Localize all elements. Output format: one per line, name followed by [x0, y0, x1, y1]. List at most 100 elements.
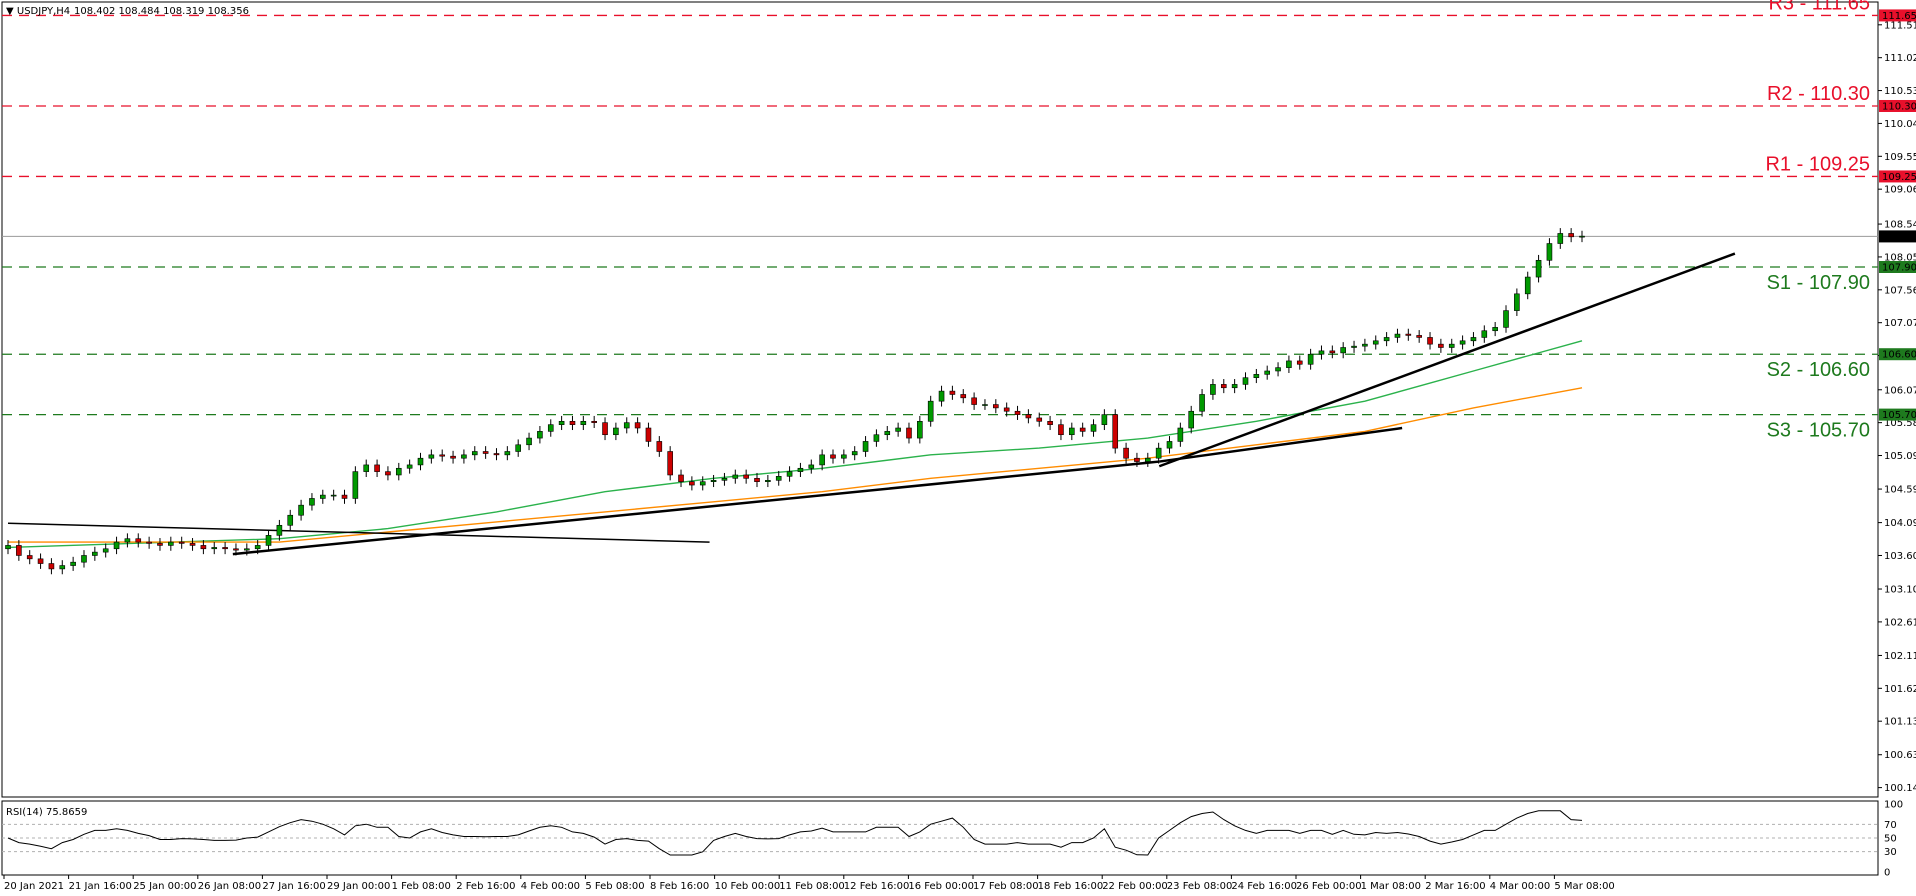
- price-tick-label: 107.070: [1884, 318, 1916, 329]
- candle-bear: [26, 555, 33, 560]
- candle: [743, 469, 749, 484]
- trendline-descending: [7, 522, 710, 543]
- price-tick-label: 103.100: [1884, 585, 1916, 596]
- candle: [59, 560, 66, 575]
- candle-bull: [732, 474, 739, 479]
- candle-bull: [547, 424, 554, 432]
- candle: [1307, 348, 1314, 370]
- candle-bull: [1503, 310, 1509, 328]
- time-tick-label: 26 Feb 00:00: [1296, 881, 1362, 892]
- candle-bear: [1438, 343, 1444, 348]
- candle-bull: [1492, 327, 1498, 332]
- candle: [265, 529, 272, 551]
- candle-bull: [1351, 345, 1357, 348]
- candle-bull: [113, 541, 120, 550]
- price-tick-label: 111.020: [1884, 53, 1916, 64]
- price-tick-label: 102.110: [1884, 651, 1916, 662]
- candle-bull: [1101, 414, 1108, 425]
- time-tick-label: 17 Feb 08:00: [973, 881, 1039, 892]
- candle-bull: [1188, 410, 1195, 429]
- candle: [841, 449, 847, 464]
- candle: [1394, 328, 1401, 343]
- candle-bull: [330, 494, 337, 497]
- candle: [1296, 355, 1303, 370]
- candle-bull: [1546, 243, 1553, 261]
- candle: [1459, 335, 1466, 350]
- candle-bull: [699, 481, 706, 486]
- candle-bull: [1231, 384, 1238, 389]
- candle-bear: [1047, 421, 1053, 425]
- candle-bear: [667, 451, 673, 476]
- current-price-tag-text: 108.356: [1882, 232, 1916, 243]
- candle-bull: [797, 467, 804, 472]
- candle-bear: [341, 494, 348, 499]
- candle: [385, 466, 391, 481]
- candle: [81, 550, 87, 568]
- time-tick-label: 2 Mar 16:00: [1425, 881, 1485, 892]
- candle: [1166, 436, 1173, 454]
- candle: [580, 415, 587, 431]
- candle-bull: [537, 431, 543, 439]
- candle-bull: [1090, 424, 1097, 432]
- candle: [37, 553, 44, 569]
- price-axis[interactable]: 111.510 111.020 110.530 110.040 109.550 109.0…: [1878, 20, 1916, 794]
- candle: [276, 519, 283, 541]
- candle-bull: [1307, 353, 1314, 365]
- candle-bull: [1557, 233, 1564, 244]
- candle-bull: [841, 454, 847, 459]
- candle-bull: [1524, 276, 1531, 295]
- candle-bull: [59, 565, 66, 570]
- candle-bull: [1242, 377, 1249, 385]
- candle-bear: [1405, 333, 1412, 336]
- candle: [1448, 338, 1455, 353]
- level-tag-bg: [1879, 261, 1916, 273]
- candle: [113, 536, 120, 555]
- candle: [721, 472, 728, 486]
- price-tick-label: 104.090: [1884, 518, 1916, 529]
- candle-bull: [1470, 337, 1477, 342]
- candle-bull: [395, 467, 402, 476]
- candle: [92, 546, 98, 561]
- candle-bull: [613, 427, 619, 436]
- price-tick-label: 108.540: [1884, 220, 1916, 231]
- rsi-label: RSI(14) 75.8659: [6, 807, 87, 818]
- candle-bull: [1340, 347, 1346, 354]
- rsi-level-label: 70: [1884, 820, 1897, 831]
- time-axis[interactable]: 20 Jan 2021 21 Jan 16:00 25 Jan 00:00 26 Ja…: [3, 875, 1615, 892]
- rsi-level-label: 100: [1884, 800, 1903, 811]
- rsi-panel: 100 70 50 30 0: [2, 800, 1903, 879]
- rsi-line: [7, 810, 1583, 856]
- time-tick-label: 20 Jan 2021: [4, 881, 64, 892]
- candle: [48, 558, 55, 575]
- candle-bear: [222, 547, 228, 550]
- candle: [971, 392, 977, 410]
- time-tick-label: 4 Feb 00:00: [521, 881, 580, 892]
- time-tick-label: 5 Feb 08:00: [585, 881, 644, 892]
- candle: [623, 417, 630, 434]
- candle-bull: [1286, 360, 1292, 368]
- candle: [471, 446, 478, 461]
- candle: [1242, 372, 1249, 390]
- time-tick-label: 10 Feb 00:00: [715, 881, 781, 892]
- symbol-triangle-icon[interactable]: ▼: [6, 6, 17, 17]
- candle-bear: [1003, 407, 1010, 412]
- candle: [233, 543, 239, 556]
- time-tick-label: 22 Feb 00:00: [1102, 881, 1168, 892]
- candle: [1003, 402, 1010, 417]
- level-label-s2: S2 - 106.60: [1767, 359, 1870, 381]
- candle-bull: [765, 480, 771, 482]
- candle: [1047, 415, 1053, 431]
- candle-bear: [1134, 457, 1140, 462]
- candle: [102, 543, 109, 558]
- candle: [124, 533, 131, 548]
- time-tick-label: 24 Feb 16:00: [1231, 881, 1297, 892]
- candle: [461, 449, 467, 464]
- candle: [1318, 345, 1325, 360]
- candle-bear: [1112, 414, 1119, 449]
- time-tick-label: 26 Jan 08:00: [198, 881, 261, 892]
- candle-bear: [48, 563, 55, 570]
- price-tick-label: 110.040: [1884, 119, 1916, 130]
- moving-averages: [7, 340, 1583, 549]
- candle: [515, 439, 521, 457]
- candle-bull: [504, 451, 511, 456]
